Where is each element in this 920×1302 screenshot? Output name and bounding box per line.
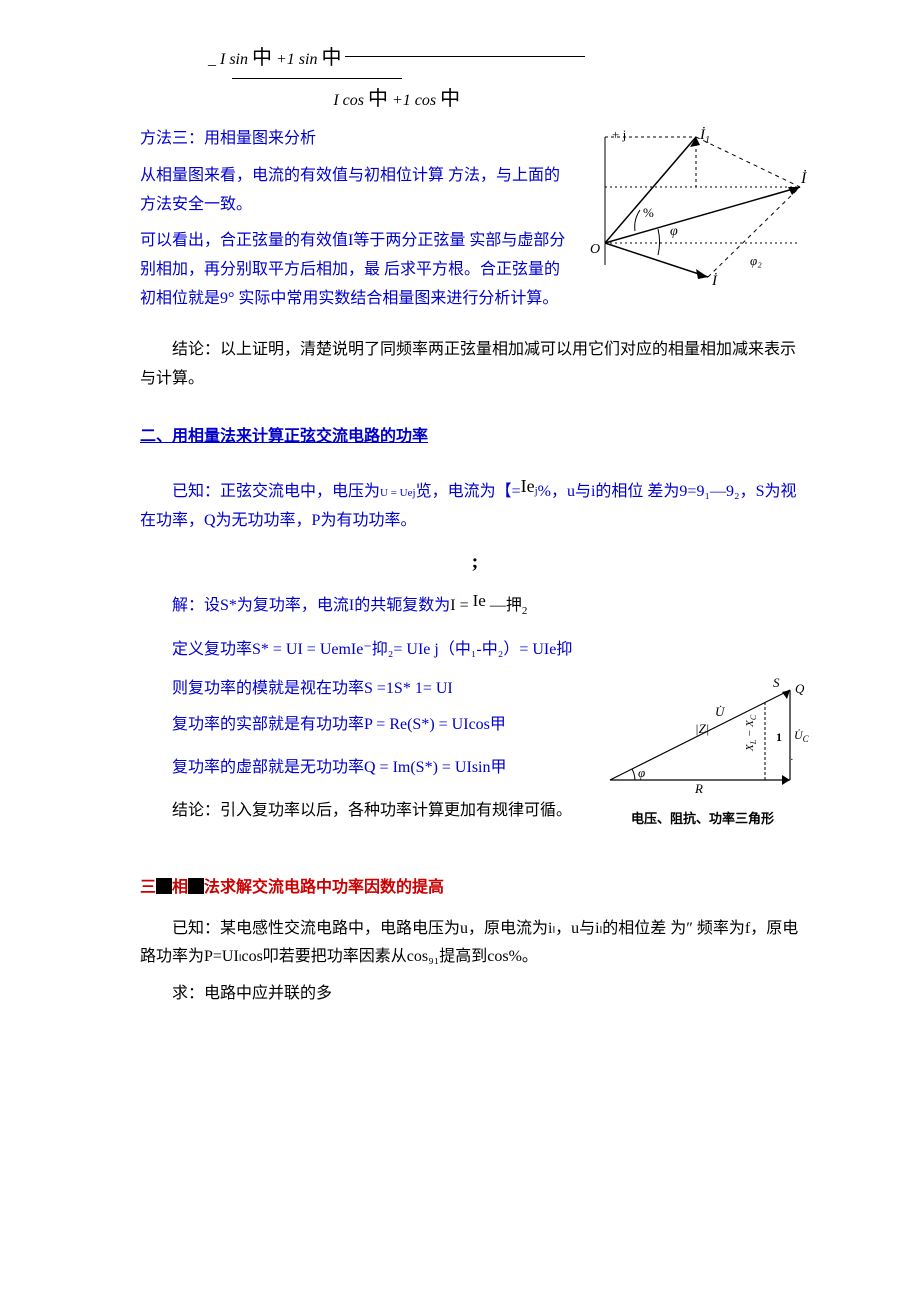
- b2-sol-tail: —押: [490, 597, 522, 614]
- phi1-label: %: [643, 205, 654, 220]
- den-zh2: 中: [440, 88, 460, 110]
- section3-title: 三相法求解交流电路中功率因数的提高: [140, 874, 810, 903]
- num-zh2: 中: [321, 47, 341, 69]
- block1: + j İ1 İ İ % φ φ₂ O 方法三：用相量图来分析 从相量图来看，电…: [140, 125, 810, 322]
- black-box-1: [156, 878, 172, 894]
- triangle-svg: S Q U̇ |Z| U̇C · XL − XC 1 φ R: [595, 675, 810, 795]
- tri-U: U̇: [715, 704, 726, 719]
- phi2-label: φ₂: [750, 253, 762, 268]
- num-mid: +1 sin: [276, 51, 317, 68]
- b2-sol-Ie: Ie: [473, 591, 486, 610]
- num-left: _ I sin: [208, 51, 248, 68]
- tri-Z: |Z|: [695, 721, 709, 736]
- phi-mid-label: φ: [670, 224, 678, 239]
- svg-text:İ1: İ1: [699, 127, 710, 146]
- tri-dot: ·: [790, 754, 794, 766]
- I1-sub: 1: [705, 135, 710, 146]
- triangle-caption: 电压、阻抗、功率三角形: [595, 807, 810, 830]
- black-box-2: [188, 878, 204, 894]
- fraction-denominator: I cos 中 +1 cos 中: [200, 81, 593, 117]
- b2-def-line: 定义复功率S* = UI = UemIe⁻抑₂= UIe j（中₁-中₂）= U…: [140, 636, 810, 665]
- fraction-numerator: _ I sin 中 +1 sin 中: [200, 40, 593, 76]
- s3-mid: 相: [172, 879, 188, 896]
- phasor-diagram: + j İ1 İ İ % φ φ₂ O: [580, 125, 810, 306]
- b3-l2: 求：电路中应并联的多: [140, 980, 810, 1009]
- b2-figure-block: S Q U̇ |Z| U̇C · XL − XC 1 φ R 电压、阻抗、功率三…: [140, 675, 810, 834]
- b2-uej-small: Uej: [400, 487, 416, 499]
- phasor-svg: + j İ1 İ İ % φ φ₂ O: [580, 125, 810, 295]
- numerator-ext-line: [345, 56, 585, 58]
- section2-title: 二、用相量法来计算正弦交流电路的功率: [140, 423, 810, 452]
- tri-Xc-sub: C: [749, 714, 758, 720]
- b2-known: 已知：正弦交流电中，电压为U = Uej览，电流为【=Iej%，u与i的相位 差…: [140, 470, 810, 536]
- b2-Ie: Ie: [521, 476, 535, 496]
- svg-text:XL − XC: XL − XC: [744, 714, 758, 752]
- den-mid: +1 cos: [392, 92, 436, 109]
- fraction-line: [232, 78, 402, 79]
- b2-sol-pre: 解：设S*为复功率，电流I的共轭复数为: [172, 597, 450, 614]
- s3-pre: 三: [140, 879, 156, 896]
- tri-Uc-sub: C: [803, 734, 810, 744]
- b2-known-pre: 已知：正弦交流电中，电压为: [172, 483, 380, 500]
- den-zh1: 中: [368, 88, 388, 110]
- tri-one: 1: [776, 730, 782, 744]
- s3-post: 法求解交流电路中功率因数的提高: [204, 879, 444, 896]
- triangle-figure: S Q U̇ |Z| U̇C · XL − XC 1 φ R 电压、阻抗、功率三…: [595, 675, 810, 831]
- top-formula: _ I sin 中 +1 sin 中 I cos 中 +1 cos 中: [200, 40, 810, 117]
- origin-label: O: [590, 242, 600, 257]
- den-left: I cos: [333, 92, 364, 109]
- b2-i-mid: ，电流为【=: [432, 483, 521, 500]
- svg-text:U̇C: U̇C: [794, 728, 810, 744]
- b2-sol-eq-l: I =: [450, 597, 472, 614]
- I-label: İ: [800, 169, 807, 187]
- b2-u-eq: U =: [380, 487, 400, 499]
- axis-label: + j: [612, 127, 626, 142]
- tri-S: S: [773, 675, 780, 690]
- b2-uej-tail: 览: [416, 483, 432, 500]
- I2-label: İ: [711, 273, 718, 289]
- num-zh1: 中: [252, 47, 272, 69]
- b2-semicol: ;: [140, 544, 810, 580]
- page: _ I sin 中 +1 sin 中 I cos 中 +1 cos 中: [0, 0, 920, 1077]
- tri-phi: φ: [638, 765, 645, 780]
- b2-pct: %: [538, 483, 551, 500]
- tri-Q: Q: [795, 681, 805, 696]
- b3-l1: 已知：某电感性交流电路中，电路电压为u，原电流为iₗ，u与iₗ的相位差 为″ 频…: [140, 915, 810, 973]
- tri-R: R: [694, 781, 703, 795]
- formula-fraction: _ I sin 中 +1 sin 中 I cos 中 +1 cos 中: [200, 40, 593, 117]
- b1-conclusion: 结论：以上证明，清楚说明了同频率两正弦量相加减可以用它们对应的相量相加减来表示与…: [140, 336, 810, 394]
- b2-sol-sub2: 2: [522, 605, 528, 617]
- b2-sol: 解：设S*为复功率，电流I的共轭复数为I = Ie —押2: [140, 586, 810, 622]
